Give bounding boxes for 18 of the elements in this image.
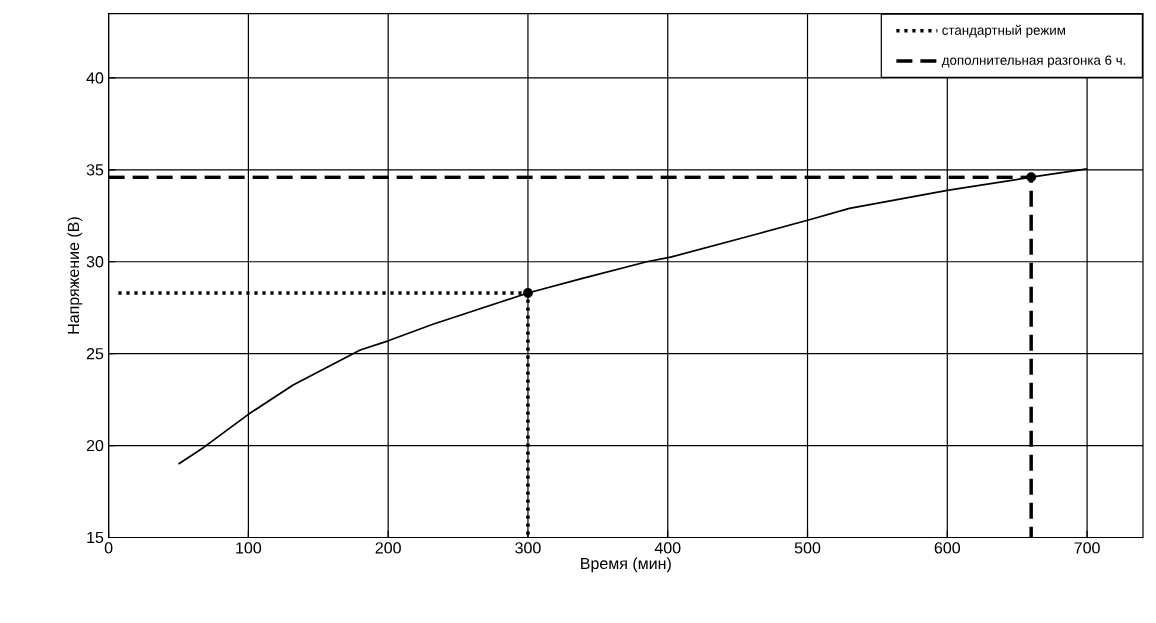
- legend-label: дополнительная разгонка 6 ч.: [941, 55, 1126, 68]
- y-tick-label: 15: [87, 531, 104, 544]
- y-tick-label: 25: [86, 348, 104, 360]
- y-tick-label: 35: [86, 164, 104, 176]
- y-tick-label: 30: [86, 256, 104, 268]
- x-tick-label: 600: [934, 542, 961, 554]
- x-tick-label: 700: [1074, 542, 1100, 554]
- x-tick-label: 400: [654, 542, 681, 554]
- y-tick-label: 40: [86, 72, 104, 84]
- x-tick-label: 300: [515, 542, 541, 554]
- x-tick-label: 100: [236, 542, 262, 554]
- y-tick-label: 20: [86, 439, 104, 452]
- x-tick-label: 500: [794, 542, 821, 554]
- legend-label: стандартный режим: [942, 24, 1065, 38]
- x-axis-title: Время (мин): [581, 557, 671, 573]
- x-tick-label: 200: [375, 542, 401, 554]
- x-tick-label: 0: [104, 542, 113, 554]
- y-axis-title: Напряжение (В): [67, 217, 83, 334]
